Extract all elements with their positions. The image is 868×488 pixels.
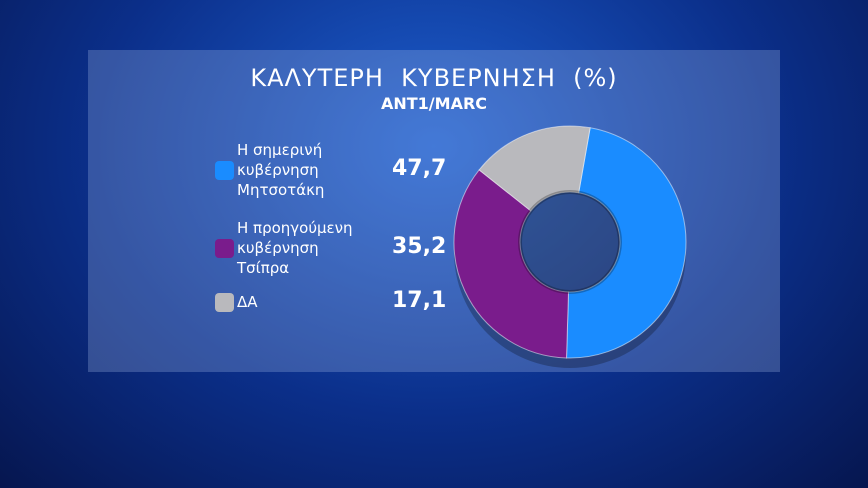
- donut-slice: [453, 169, 570, 359]
- legend-label: ΔΑ: [237, 293, 258, 311]
- donut-hole-rim: [518, 190, 622, 294]
- chart-title: ΚΑΛΥΤΕΡΗ ΚΥΒΕΡΝΗΣΗ (%): [250, 64, 618, 92]
- legend-swatch: [215, 293, 234, 312]
- value-label: 17,1: [392, 288, 447, 313]
- legend-swatch: [215, 239, 234, 258]
- chart-subtitle: ANT1/MARC: [380, 94, 488, 113]
- value-label: 47,7: [392, 156, 447, 181]
- donut-slice: [566, 127, 687, 359]
- legend-label: Η σημερινή κυβέρνηση Μητσοτάκη: [237, 141, 325, 199]
- donut-slice: [478, 125, 591, 212]
- legend-swatch: [215, 161, 234, 180]
- legend-label: Η προηγούμενη κυβέρνηση Τσίπρα: [237, 219, 353, 277]
- value-label: 35,2: [392, 234, 447, 259]
